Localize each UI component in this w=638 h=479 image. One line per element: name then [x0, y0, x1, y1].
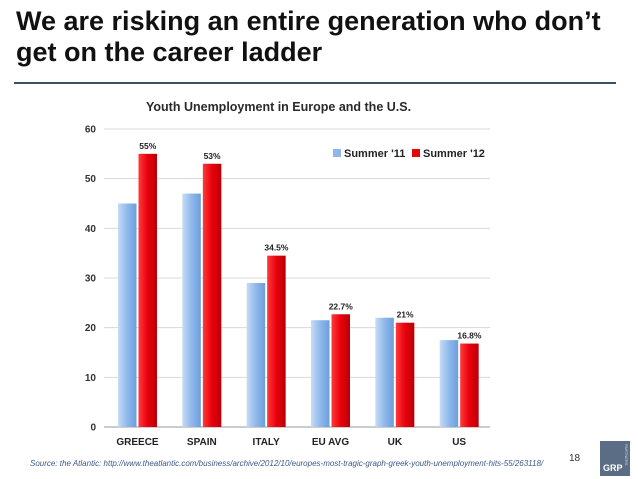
data-label: 55%: [139, 141, 156, 151]
bar-summer-12-uk: [395, 322, 415, 427]
data-label: 53%: [204, 151, 221, 161]
legend-swatch: [412, 149, 420, 157]
grp-partners-logo: GRP PARTNERS: [600, 441, 630, 476]
slide-title: We are risking an entire generation who …: [16, 6, 601, 67]
y-tick-label: 20: [85, 323, 97, 334]
bar-summer-11-us: [439, 340, 459, 427]
category-label: US: [452, 437, 466, 448]
y-tick-label: 50: [85, 174, 97, 185]
bar-summer-11-uk: [375, 317, 394, 427]
y-tick-label: 10: [85, 373, 97, 384]
y-tick-label: 60: [85, 125, 97, 136]
y-tick-label: 40: [85, 224, 97, 235]
bar-summer-12-italy: [267, 255, 286, 427]
data-label: 21%: [397, 310, 414, 320]
category-label: ITALY: [253, 437, 281, 448]
data-label: 16.8%: [457, 331, 482, 341]
legend-label: Summer '12: [423, 148, 485, 160]
data-label: 34.5%: [264, 243, 289, 253]
page-number: 18: [569, 453, 581, 464]
source-citation: Source: the Atlantic: http://www.theatla…: [30, 459, 544, 468]
data-label: 22.7%: [329, 301, 354, 311]
category-label: GREECE: [116, 437, 159, 448]
bar-summer-12-spain: [202, 163, 222, 427]
logo-subtext: PARTNERS: [624, 444, 629, 466]
y-tick-label: 0: [90, 423, 96, 434]
y-tick-label: 30: [85, 274, 97, 285]
bar-summer-11-eu-avg: [311, 320, 330, 427]
bar-summer-11-italy: [246, 282, 266, 427]
bar-summer-11-greece: [118, 203, 137, 427]
legend-label: Summer '11: [344, 148, 405, 160]
legend-swatch: [333, 149, 341, 157]
chart-legend: Summer '11 Summer '12: [333, 148, 485, 160]
bar-summer-12-greece: [138, 153, 157, 428]
logo-text: GRP: [603, 463, 623, 473]
bar-summer-12-eu-avg: [331, 314, 350, 427]
category-label: UK: [388, 437, 403, 448]
category-label: EU AVG: [312, 437, 349, 448]
chart-title: Youth Unemployment in Europe and the U.S…: [146, 100, 411, 114]
bar-summer-12-us: [460, 343, 479, 427]
title-divider: [14, 82, 616, 84]
category-label: SPAIN: [187, 437, 217, 448]
bar-summer-11-spain: [182, 193, 201, 427]
